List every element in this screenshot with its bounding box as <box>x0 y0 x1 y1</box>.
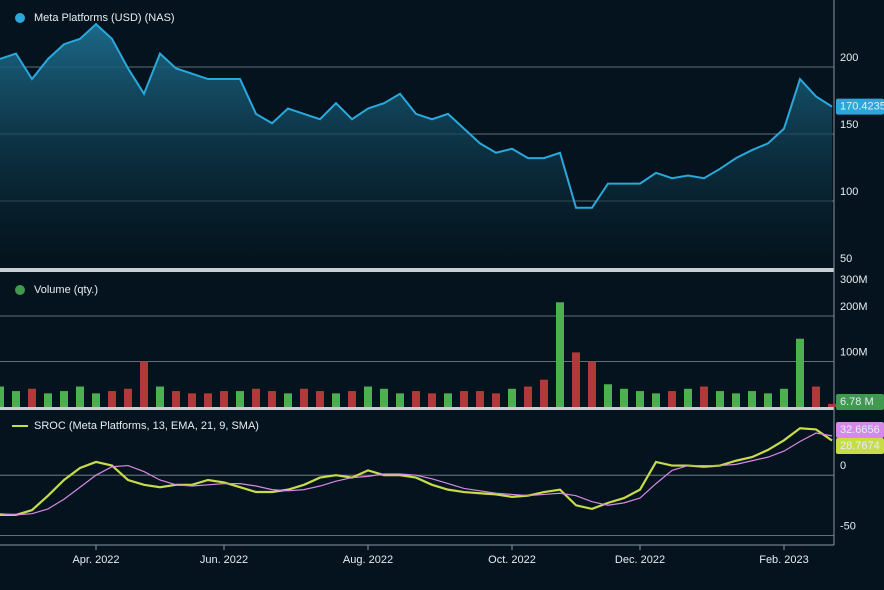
value-badge <box>836 98 884 115</box>
volume-bar <box>124 388 132 407</box>
y-tick-label: 0 <box>840 460 846 472</box>
volume-bar <box>476 391 484 407</box>
y-tick-label: 50 <box>840 253 852 265</box>
volume-bar <box>316 391 324 407</box>
x-tick-label: Feb. 2023 <box>759 554 809 566</box>
volume-bar <box>620 388 628 407</box>
volume-bar <box>780 388 788 407</box>
volume-bar <box>492 393 500 407</box>
volume-bar <box>140 361 148 407</box>
volume-bar <box>764 393 772 407</box>
volume-bar <box>12 391 20 407</box>
volume-bar <box>204 393 212 407</box>
volume-bar <box>732 393 740 407</box>
volume-bar <box>92 393 100 407</box>
volume-bar <box>652 393 660 407</box>
volume-bar <box>76 386 84 407</box>
panel-separator <box>0 407 834 410</box>
volume-bar <box>60 391 68 407</box>
volume-bar <box>156 386 164 407</box>
legend-dot <box>15 13 25 23</box>
area-fill <box>0 24 832 269</box>
volume-bar <box>348 391 356 407</box>
volume-bar <box>252 388 260 407</box>
volume-bar <box>380 388 388 407</box>
volume-bar <box>0 386 4 407</box>
volume-bar <box>524 386 532 407</box>
volume-bar <box>460 391 468 407</box>
legend-dot <box>15 285 25 295</box>
volume-bar <box>364 386 372 407</box>
value-badge <box>836 438 884 454</box>
volume-bar <box>716 391 724 407</box>
y-tick-label: 150 <box>840 119 858 131</box>
value-badge <box>836 422 884 438</box>
volume-bar <box>556 302 564 407</box>
volume-bar <box>236 391 244 407</box>
volume-bar <box>684 388 692 407</box>
volume-bar <box>268 391 276 407</box>
y-tick-label: 100M <box>840 346 868 358</box>
y-tick-label: 100 <box>840 186 858 198</box>
value-badge <box>836 394 884 410</box>
volume-bar <box>44 393 52 407</box>
y-tick-label: -50 <box>840 520 856 532</box>
volume-bar <box>332 393 340 407</box>
volume-bar <box>540 379 548 407</box>
volume-bar <box>396 393 404 407</box>
volume-bar <box>748 391 756 407</box>
volume-bar <box>428 393 436 407</box>
volume-bar <box>508 388 516 407</box>
y-tick-label: 200 <box>840 52 858 64</box>
sroc-line <box>0 432 833 516</box>
volume-legend: Volume (qty.) <box>34 284 98 296</box>
value-badge-label: 28.7674 <box>840 440 880 452</box>
volume-bar <box>604 384 612 407</box>
volume-bar <box>668 391 676 407</box>
volume-bar <box>796 338 804 407</box>
volume-bar <box>700 386 708 407</box>
volume-bar <box>108 391 116 407</box>
value-badge-label: 170.4235 <box>840 101 884 113</box>
x-tick-label: Jun. 2022 <box>200 554 248 566</box>
volume-bar <box>412 391 420 407</box>
x-tick-label: Apr. 2022 <box>72 554 119 566</box>
y-tick-label: 300M <box>840 274 868 286</box>
panel-separator <box>0 268 834 272</box>
volume-bar <box>188 393 196 407</box>
volume-bar <box>220 391 228 407</box>
volume-bar <box>828 403 836 407</box>
volume-bar <box>812 386 820 407</box>
volume-bar <box>284 393 292 407</box>
x-tick-label: Dec. 2022 <box>615 554 665 566</box>
plot-layer: 50 100 150 200 170.4235 100M 200M 300M 6.78 M -50… <box>0 13 884 566</box>
price-legend: Meta Platforms (USD) (NAS) <box>34 12 175 24</box>
value-badge-label: 6.78 M <box>840 396 874 408</box>
volume-bar <box>572 352 580 407</box>
value-badge-label: 32.6656 <box>840 424 880 436</box>
volume-bar <box>588 361 596 407</box>
y-tick-label: 200M <box>840 301 868 313</box>
x-tick-label: Oct. 2022 <box>488 554 536 566</box>
volume-bar <box>300 388 308 407</box>
price-line <box>0 22 833 209</box>
volume-bar <box>636 391 644 407</box>
x-tick-label: Aug. 2022 <box>343 554 393 566</box>
sroc-legend: SROC (Meta Platforms, 13, EMA, 21, 9, SM… <box>34 420 259 432</box>
volume-bar <box>28 388 36 407</box>
volume-bar <box>444 393 452 407</box>
volume-bar <box>172 391 180 407</box>
